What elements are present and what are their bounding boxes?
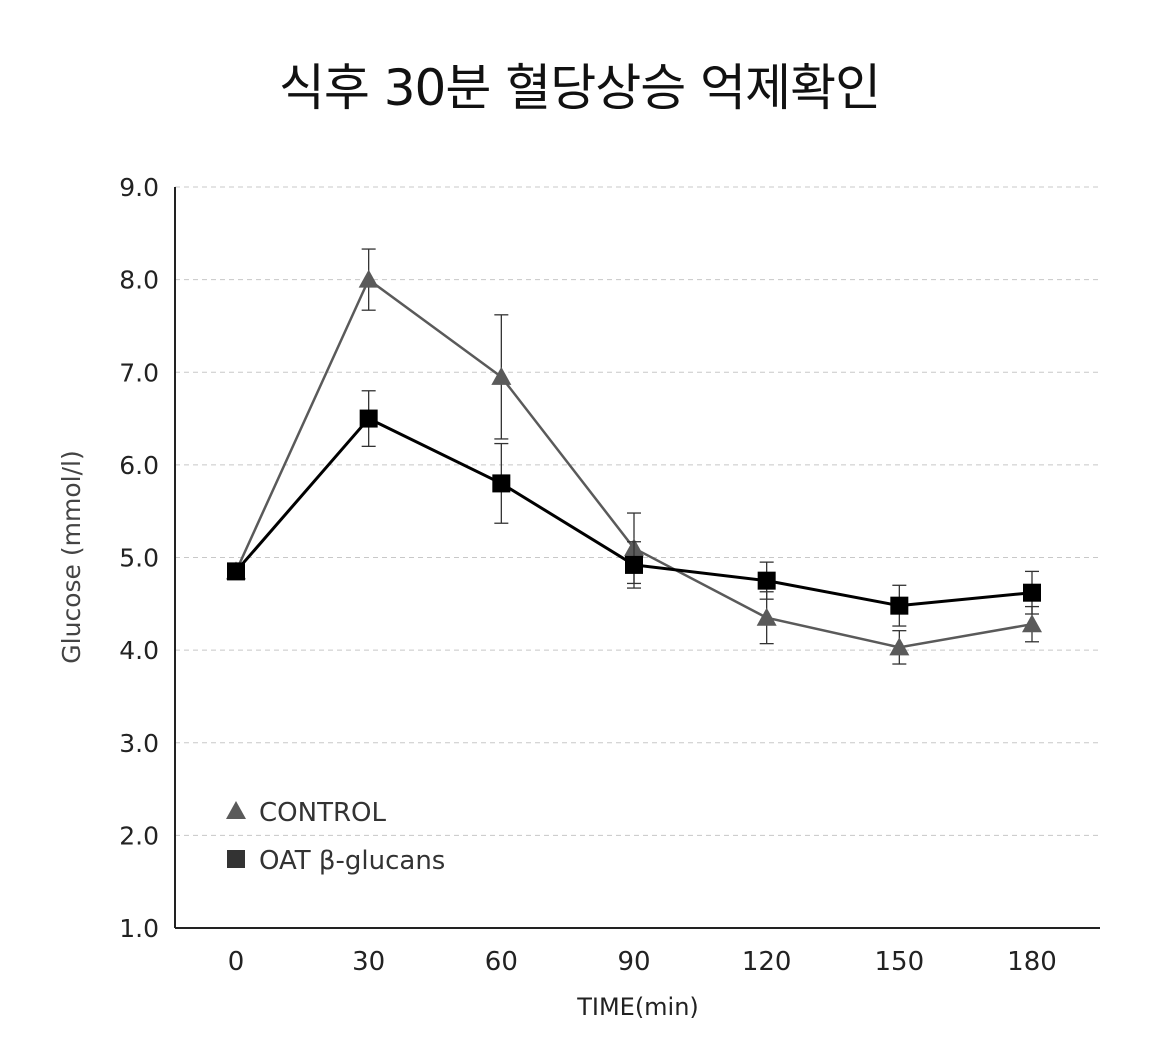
data-point-triangle [1022, 614, 1042, 633]
chart-title: 식후 30분 혈당상승 억제확인 [278, 59, 881, 117]
x-tick-label: 120 [742, 947, 792, 977]
x-tick-label: 90 [617, 947, 650, 977]
legend-marker [227, 850, 245, 868]
y-tick-label: 7.0 [119, 358, 159, 387]
data-point-square [492, 474, 511, 493]
x-tick-label: 30 [352, 947, 385, 977]
data-point-square [227, 562, 245, 581]
y-tick-label: 2.0 [119, 821, 159, 850]
data-point-square [757, 571, 776, 590]
data-point-square [359, 409, 378, 428]
x-axis-label: TIME(min) [576, 993, 699, 1021]
y-tick-label: 5.0 [119, 544, 159, 573]
x-tick-label: 180 [1007, 947, 1057, 977]
data-point-triangle [491, 366, 512, 385]
legend-label: CONTROL [259, 798, 386, 828]
data-point-triangle [889, 637, 910, 656]
x-tick-label: 60 [485, 947, 518, 977]
y-tick-label: 6.0 [119, 451, 159, 480]
y-tick-label: 9.0 [119, 173, 159, 202]
y-tick-label: 4.0 [119, 636, 159, 665]
series-line [234, 277, 1033, 649]
x-tick-label: 0 [228, 947, 245, 977]
y-tick-label: 1.0 [119, 914, 159, 943]
y-axis-label: Glucose (mmol/l) [57, 450, 86, 663]
data-point-square [1023, 583, 1041, 602]
y-tick-label: 8.0 [119, 266, 159, 295]
data-point-triangle [358, 269, 379, 288]
legend-marker [226, 801, 246, 819]
data-point-triangle [756, 607, 777, 626]
data-point-square [890, 596, 909, 615]
data-point-square [625, 555, 643, 574]
y-tick-label: 3.0 [119, 729, 159, 758]
legend-label: OAT β-glucans [259, 846, 445, 876]
x-tick-label: 150 [875, 947, 925, 977]
